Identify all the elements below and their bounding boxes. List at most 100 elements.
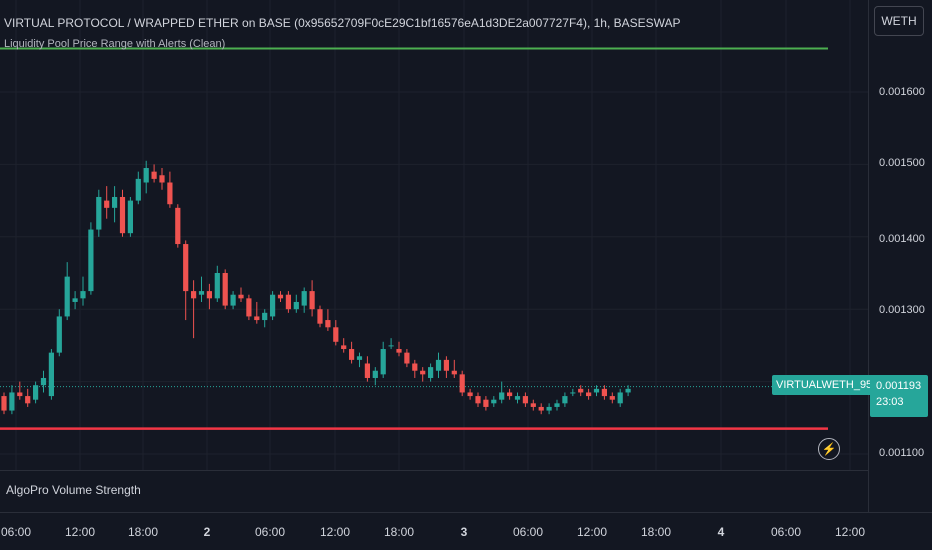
candle-body bbox=[586, 392, 592, 397]
candle-body bbox=[96, 196, 102, 230]
candle-body bbox=[349, 349, 355, 360]
candle-body bbox=[625, 388, 631, 393]
candle-body bbox=[254, 316, 260, 321]
candle-body bbox=[593, 388, 600, 393]
candle-body bbox=[127, 200, 133, 234]
candle-body bbox=[1, 396, 7, 411]
candle-body bbox=[40, 377, 47, 386]
volume-indicator-label[interactable]: AlgoPro Volume Strength bbox=[6, 483, 141, 497]
candle-body bbox=[72, 298, 78, 302]
candle-body bbox=[104, 200, 110, 208]
candle-body bbox=[17, 392, 23, 397]
time-label: 06:00 bbox=[770, 525, 802, 539]
candle-body bbox=[285, 294, 291, 310]
candle-body bbox=[412, 363, 418, 371]
candle-body bbox=[428, 367, 434, 378]
chart-pane[interactable] bbox=[0, 0, 868, 470]
price-label: 0.001100 bbox=[879, 447, 925, 459]
price-axis[interactable]: 0.001600 0.001500 0.001400 0.001300 0.00… bbox=[868, 0, 932, 512]
bar-countdown: 23:03 bbox=[876, 396, 904, 408]
candle-body bbox=[214, 273, 220, 299]
candle-body bbox=[570, 392, 576, 394]
time-label: 12:00 bbox=[319, 525, 351, 539]
candle-body bbox=[246, 298, 252, 317]
candle-body bbox=[333, 327, 339, 342]
candle-body bbox=[135, 178, 141, 201]
time-label: 06:00 bbox=[0, 525, 32, 539]
candle-body bbox=[167, 182, 173, 205]
price-label: 0.001500 bbox=[879, 157, 925, 169]
candle-body bbox=[514, 396, 521, 400]
candle-body bbox=[491, 399, 497, 404]
time-axis[interactable]: 06:00 12:00 18:00 2 06:00 12:00 18:00 3 … bbox=[0, 512, 932, 550]
candle-body bbox=[183, 244, 189, 292]
candle-body bbox=[262, 312, 268, 321]
candlestick-chart[interactable] bbox=[0, 0, 868, 470]
candle-body bbox=[325, 320, 331, 328]
last-price-value: 0.001193 bbox=[876, 380, 922, 392]
time-label: 06:00 bbox=[512, 525, 544, 539]
candle-body bbox=[9, 392, 15, 411]
time-label: 12:00 bbox=[834, 525, 866, 539]
candle-body bbox=[562, 396, 568, 404]
last-price-tag: 0.001193 23:03 bbox=[870, 375, 928, 417]
candle-body bbox=[578, 388, 584, 393]
candle-body bbox=[420, 370, 426, 375]
candle-body bbox=[507, 392, 513, 397]
candle-body bbox=[56, 316, 62, 353]
candle-body bbox=[151, 171, 157, 179]
time-label-day: 2 bbox=[203, 525, 211, 539]
candle-body bbox=[191, 291, 197, 299]
candle-body bbox=[467, 392, 473, 397]
price-label: 0.001400 bbox=[879, 233, 925, 245]
series-name-label: VIRTUALWETH_956527 bbox=[772, 375, 901, 395]
candle-body bbox=[546, 406, 552, 411]
candle-body bbox=[277, 294, 284, 299]
candle-body bbox=[617, 392, 623, 404]
price-label: 0.001300 bbox=[879, 304, 925, 316]
candle-body bbox=[483, 399, 489, 407]
candle-body bbox=[372, 370, 378, 378]
candle-body bbox=[48, 352, 54, 397]
lightning-icon[interactable]: ⚡ bbox=[818, 438, 840, 460]
candle-body bbox=[356, 356, 363, 360]
candle-body bbox=[341, 345, 347, 350]
symbol-button[interactable]: WETH bbox=[874, 6, 924, 36]
candle-body bbox=[388, 345, 394, 347]
volume-pane[interactable]: AlgoPro Volume Strength bbox=[0, 470, 868, 512]
time-label: 12:00 bbox=[576, 525, 608, 539]
candle-body bbox=[309, 291, 315, 310]
time-label: 06:00 bbox=[254, 525, 286, 539]
candle-body bbox=[475, 396, 481, 404]
candle-body bbox=[601, 388, 607, 397]
candle-body bbox=[270, 294, 276, 317]
candle-body bbox=[222, 273, 228, 306]
candle-body bbox=[206, 291, 212, 299]
candle-body bbox=[293, 301, 299, 310]
candle-body bbox=[175, 207, 181, 245]
candle-body bbox=[198, 291, 205, 295]
price-label: 0.001600 bbox=[879, 86, 925, 98]
candle-body bbox=[404, 352, 410, 364]
indicator-legend[interactable]: Liquidity Pool Price Range with Alerts (… bbox=[4, 38, 226, 50]
time-label: 18:00 bbox=[383, 525, 415, 539]
candle-body bbox=[25, 396, 31, 404]
candle-body bbox=[530, 403, 536, 407]
candle-body bbox=[364, 363, 370, 378]
candle-body bbox=[88, 229, 94, 292]
candle-body bbox=[238, 294, 244, 299]
candle-body bbox=[396, 349, 402, 353]
time-label: 18:00 bbox=[640, 525, 672, 539]
candle-body bbox=[80, 291, 86, 299]
candle-body bbox=[522, 396, 528, 404]
time-label: 12:00 bbox=[64, 525, 96, 539]
candle-body bbox=[443, 359, 449, 371]
candle-body bbox=[143, 168, 149, 183]
candle-body bbox=[609, 396, 615, 400]
candle-body bbox=[33, 385, 39, 400]
candle-body bbox=[380, 349, 386, 375]
candle-body bbox=[159, 175, 165, 183]
time-label-day: 4 bbox=[717, 525, 725, 539]
candle-body bbox=[301, 291, 307, 306]
candle-body bbox=[112, 196, 118, 208]
